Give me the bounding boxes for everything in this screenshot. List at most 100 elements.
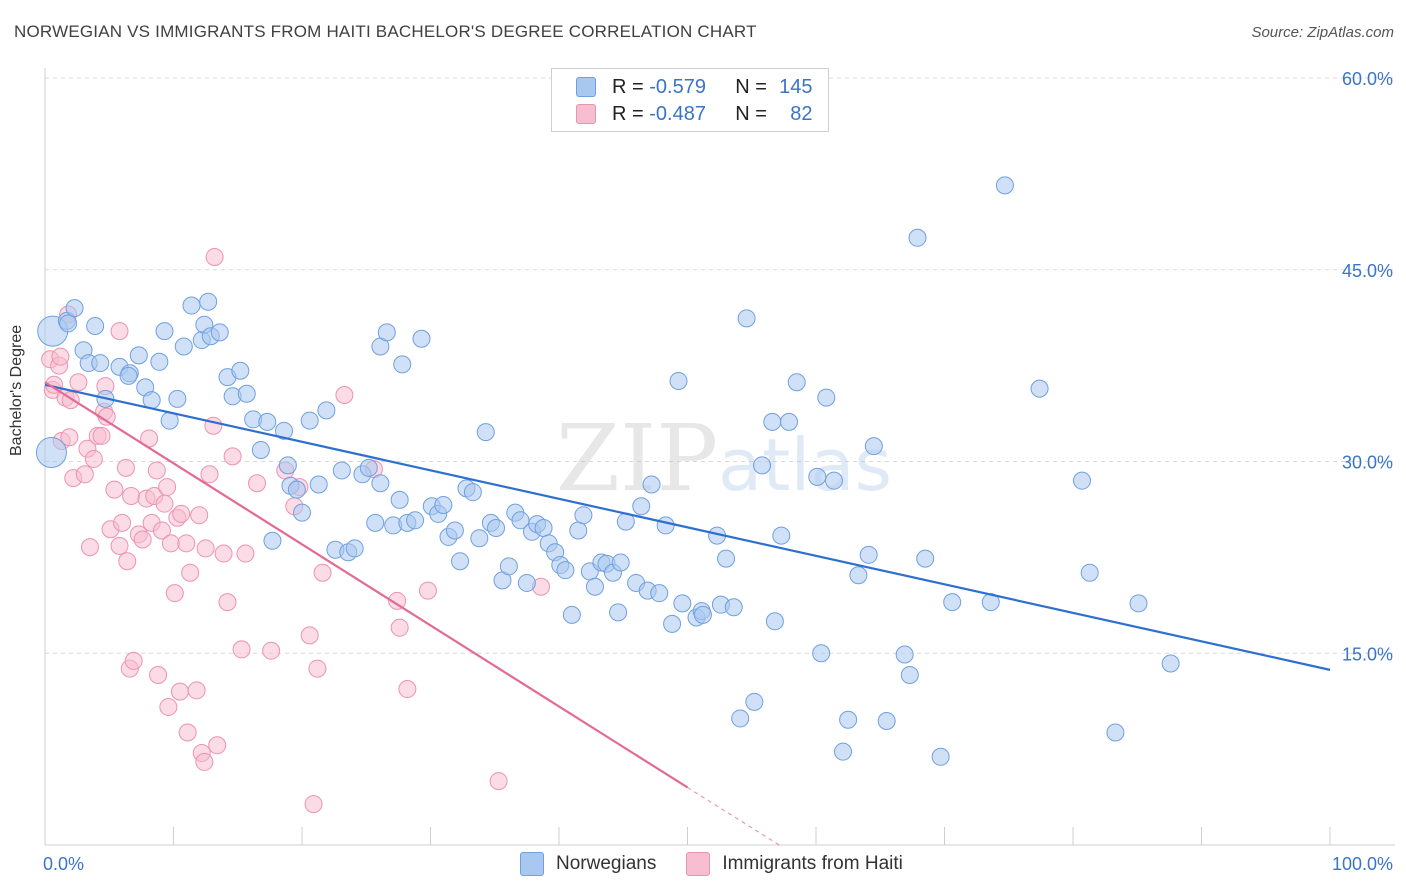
data-point-haiti bbox=[133, 530, 152, 549]
chart-title: NORWEGIAN VS IMMIGRANTS FROM HAITI BACHE… bbox=[14, 22, 757, 41]
data-point-norwegian bbox=[817, 388, 836, 407]
source-label: Source: ZipAtlas.com bbox=[1251, 24, 1394, 41]
bottom-legend-label: Immigrants from Haiti bbox=[722, 853, 903, 874]
legend-swatch-norwegians bbox=[576, 77, 596, 97]
data-point-haiti bbox=[398, 680, 417, 699]
data-point-haiti bbox=[149, 665, 168, 684]
data-point-norwegian bbox=[611, 553, 630, 572]
trend-lines bbox=[44, 381, 1331, 846]
tick-labels: 15.0% 30.0% 45.0% 60.0% 0.0% 100.0% bbox=[43, 69, 1393, 874]
data-point-norwegian bbox=[916, 549, 935, 568]
data-point-norwegian bbox=[632, 497, 651, 516]
legend-box: R = -0.579 N = 145 R = -0.487 N = 82 bbox=[551, 68, 829, 132]
data-point-norwegian bbox=[772, 526, 791, 545]
data-point-haiti bbox=[75, 465, 94, 484]
data-point-haiti bbox=[489, 772, 508, 791]
data-point-norwegian bbox=[366, 513, 385, 532]
data-point-norwegian bbox=[406, 511, 425, 530]
data-point-haiti bbox=[248, 474, 267, 493]
data-point-norwegian bbox=[251, 440, 270, 459]
data-point-haiti bbox=[124, 651, 143, 670]
data-point-haiti bbox=[113, 513, 132, 532]
bottom-legend-swatch-norwegians bbox=[520, 852, 544, 876]
data-point-haiti bbox=[313, 563, 332, 582]
y-tick-label: 15.0% bbox=[1342, 644, 1393, 664]
bottom-legend-haiti[interactable]: Immigrants from Haiti bbox=[686, 852, 903, 876]
data-point-norwegian bbox=[476, 423, 495, 442]
data-point-norwegian bbox=[119, 366, 138, 385]
data-point-norwegian bbox=[931, 747, 950, 766]
data-point-norwegian bbox=[231, 361, 250, 380]
data-point-norwegian bbox=[724, 598, 743, 617]
data-point-norwegian bbox=[943, 593, 962, 612]
data-point-norwegian bbox=[129, 346, 148, 365]
data-point-haiti bbox=[165, 584, 184, 603]
data-point-haiti bbox=[304, 795, 323, 814]
data-point-norwegian bbox=[693, 605, 712, 624]
legend-swatch-haiti bbox=[576, 104, 596, 124]
data-point-norwegian bbox=[345, 539, 364, 558]
data-point-haiti bbox=[147, 461, 166, 480]
norwegian-series bbox=[35, 176, 1180, 766]
data-point-haiti bbox=[195, 752, 214, 771]
data-point-norwegian bbox=[412, 329, 431, 348]
data-point-norwegian bbox=[609, 603, 628, 622]
bottom-legend-label: Norwegians bbox=[556, 853, 657, 874]
data-point-haiti bbox=[218, 593, 237, 612]
data-point-haiti bbox=[161, 534, 180, 553]
data-point-haiti bbox=[80, 538, 99, 557]
data-point-norwegian bbox=[278, 456, 297, 475]
data-point-norwegian bbox=[332, 461, 351, 480]
legend-n-value: 82 bbox=[790, 102, 813, 125]
data-point-norwegian bbox=[451, 552, 470, 571]
data-point-norwegian bbox=[65, 299, 84, 318]
data-point-haiti bbox=[335, 386, 354, 405]
legend-n-value: 145 bbox=[779, 75, 813, 98]
data-point-norwegian bbox=[300, 411, 319, 430]
data-point-norwegian bbox=[737, 309, 756, 328]
data-point-norwegian bbox=[210, 323, 229, 342]
data-point-norwegian bbox=[1080, 563, 1099, 582]
data-point-haiti bbox=[388, 591, 407, 610]
data-point-norwegian bbox=[900, 665, 919, 684]
legend-r-label: R = bbox=[612, 102, 650, 125]
data-point-norwegian bbox=[534, 518, 553, 537]
watermark: ZIP atlas bbox=[556, 405, 892, 512]
bottom-legend-norwegians[interactable]: Norwegians bbox=[520, 852, 656, 876]
y-tick-label: 45.0% bbox=[1342, 261, 1393, 281]
data-point-haiti bbox=[300, 626, 319, 645]
data-point-haiti bbox=[178, 723, 197, 742]
data-point-norwegian bbox=[642, 475, 661, 494]
data-point-norwegian bbox=[574, 506, 593, 525]
data-point-haiti bbox=[110, 536, 129, 555]
legend-n-label: N = bbox=[735, 75, 773, 98]
data-point-norwegian bbox=[377, 323, 396, 342]
data-point-haiti bbox=[308, 659, 327, 678]
data-point-norwegian bbox=[849, 566, 868, 585]
data-point-norwegian bbox=[833, 742, 852, 761]
data-point-norwegian bbox=[1030, 379, 1049, 398]
data-point-norwegian bbox=[390, 490, 409, 509]
data-point-haiti bbox=[84, 449, 103, 468]
legend-row-norwegians: R = -0.579 N = 145 bbox=[576, 75, 813, 99]
data-point-norwegian bbox=[499, 557, 518, 576]
data-point-norwegian bbox=[765, 612, 784, 631]
data-point-norwegian bbox=[673, 594, 692, 613]
y-tick-label: 30.0% bbox=[1342, 453, 1393, 473]
data-point-haiti bbox=[51, 347, 70, 366]
data-point-haiti bbox=[105, 480, 124, 499]
data-point-norwegian bbox=[780, 412, 799, 431]
y-tick-label: 60.0% bbox=[1342, 69, 1393, 89]
data-point-norwegian bbox=[763, 412, 782, 431]
data-point-norwegian bbox=[569, 521, 588, 540]
data-point-norwegian bbox=[859, 545, 878, 564]
data-point-norwegian bbox=[86, 316, 105, 335]
data-point-haiti bbox=[69, 373, 88, 392]
data-point-haiti bbox=[262, 641, 281, 660]
data-point-norwegian bbox=[864, 437, 883, 456]
data-point-norwegian bbox=[199, 292, 218, 311]
data-point-norwegian bbox=[470, 529, 489, 548]
data-point-haiti bbox=[116, 458, 135, 477]
bottom-legend: Norwegians Immigrants from Haiti bbox=[520, 852, 933, 876]
data-point-norwegian bbox=[35, 437, 67, 469]
